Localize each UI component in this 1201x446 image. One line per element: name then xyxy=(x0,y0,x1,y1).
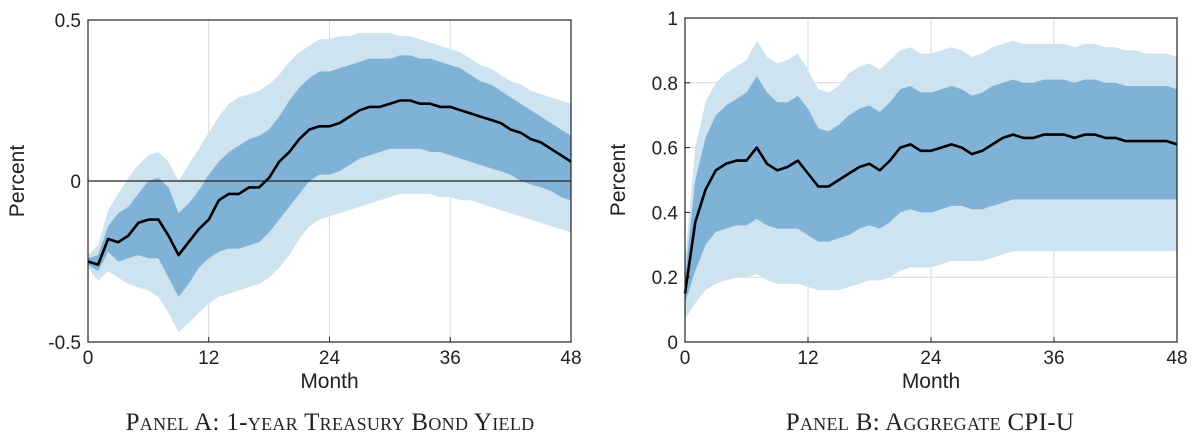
x-tick-label: 48 xyxy=(560,348,581,369)
panel-b: 0 12 24 36 48 0 0.2 0.4 0.6 0.8 1 Month Percent PANEL… xyxy=(607,9,1188,436)
x-tick-label: 12 xyxy=(198,348,219,369)
y-tick-label: 0.6 xyxy=(652,139,678,160)
inner-band xyxy=(88,55,571,297)
x-tick-label: 0 xyxy=(680,348,691,369)
inner-band xyxy=(685,76,1177,304)
y-tick-label: 0 xyxy=(70,172,81,193)
x-tick-label: 48 xyxy=(1166,348,1187,369)
x-tick-label: 24 xyxy=(920,348,942,369)
median-line xyxy=(683,133,1178,294)
y-tick-label: 0.2 xyxy=(652,268,678,289)
y-axis-label: Percent xyxy=(607,144,630,217)
x-axis-label: Month xyxy=(902,370,960,393)
x-tick-label: 36 xyxy=(1043,348,1064,369)
x-tick-label: 0 xyxy=(83,348,94,369)
x-tick-label: 36 xyxy=(440,348,461,369)
x-tick-label: 24 xyxy=(319,348,341,369)
panel-caption: PANEL A: 1-YEAR TREASURY BOND YIELD xyxy=(126,409,535,436)
panel-caption: PANEL B: AGGREGATE CPI-U xyxy=(786,409,1075,436)
y-tick-label: 0 xyxy=(667,333,678,354)
median-line xyxy=(87,99,572,266)
y-tick-label: 0.8 xyxy=(652,74,678,95)
y-tick-label: 1 xyxy=(667,9,678,30)
x-tick-label: 12 xyxy=(797,348,818,369)
y-tick-label: -0.5 xyxy=(48,333,81,354)
y-axis-label: Percent xyxy=(6,145,29,218)
y-tick-label: 0.5 xyxy=(55,11,81,32)
y-tick-label: 0.4 xyxy=(652,203,679,224)
x-axis-label: Month xyxy=(300,370,358,393)
